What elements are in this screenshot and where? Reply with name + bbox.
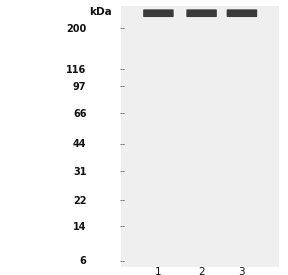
Text: 6: 6 <box>80 256 86 266</box>
FancyBboxPatch shape <box>227 9 257 17</box>
Text: 3: 3 <box>238 267 245 275</box>
Text: 1: 1 <box>155 267 162 275</box>
Text: 66: 66 <box>73 109 86 119</box>
Text: --: -- <box>120 222 126 231</box>
FancyBboxPatch shape <box>186 9 217 17</box>
Text: --: -- <box>120 24 126 33</box>
Text: kDa: kDa <box>90 7 112 17</box>
Text: --: -- <box>120 140 126 149</box>
Text: --: -- <box>120 167 126 176</box>
Text: 2: 2 <box>198 267 205 275</box>
Text: --: -- <box>120 257 126 266</box>
Text: --: -- <box>120 66 126 75</box>
Text: 116: 116 <box>66 65 86 75</box>
FancyBboxPatch shape <box>143 9 174 17</box>
Text: 97: 97 <box>73 82 86 92</box>
Text: 22: 22 <box>73 196 86 206</box>
Text: --: -- <box>120 110 126 119</box>
Text: --: -- <box>120 196 126 205</box>
Text: 31: 31 <box>73 167 86 177</box>
Text: 14: 14 <box>73 222 86 232</box>
Bar <box>121 6 279 267</box>
Text: --: -- <box>120 82 126 91</box>
Text: 44: 44 <box>73 139 86 149</box>
Text: 200: 200 <box>66 24 86 34</box>
